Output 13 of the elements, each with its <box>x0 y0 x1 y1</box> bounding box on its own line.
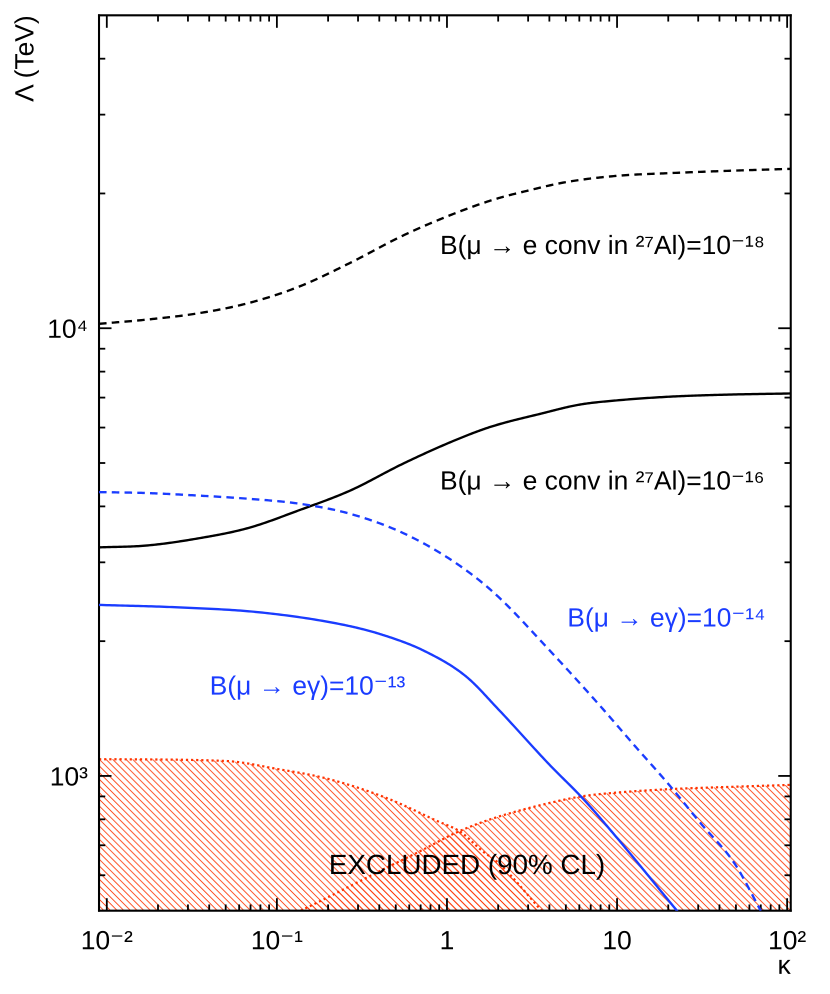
x-tick-label: 10⁻² <box>82 930 132 950</box>
y-tick-label: 10⁴ <box>49 319 87 338</box>
x-tick-label: 10 <box>604 930 631 950</box>
x-tick-label: 10⁻¹ <box>252 930 302 950</box>
x-axis-title: κ <box>779 960 791 974</box>
x-tick-label: 1 <box>442 931 454 950</box>
y-tick-label: 10³ <box>52 767 88 786</box>
series-label: B(μ → eγ)=10⁻¹³ <box>212 675 405 700</box>
series-label: B(μ → e conv in ²⁷Al)=10⁻¹⁸ <box>442 234 764 260</box>
x-tick-label: 10² <box>770 930 806 950</box>
y-axis-title: Λ (TeV) <box>14 16 39 102</box>
legend-label: B(μ → e conv in ²⁷Al)=10⁻¹⁶ <box>442 470 764 495</box>
series-label: B(μ → eγ)=10⁻¹⁴ <box>569 607 764 632</box>
